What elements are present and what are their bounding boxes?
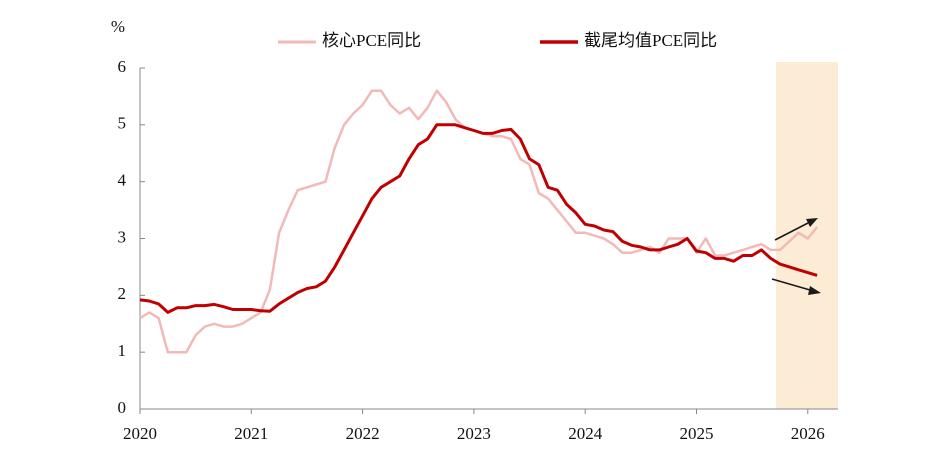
x-tick-label: 2025 (680, 424, 714, 443)
forecast-shade (776, 62, 838, 409)
y-axis-unit: % (111, 17, 125, 36)
arrow-up (774, 218, 818, 241)
series-line (139, 89, 819, 354)
x-tick-label: 2024 (568, 424, 603, 443)
legend-label: 核心PCE同比 (322, 31, 421, 50)
legend-label: 截尾均值PCE同比 (584, 31, 717, 50)
y-tick-label: 5 (118, 114, 127, 133)
x-tick-label: 2023 (457, 424, 491, 443)
y-tick-label: 2 (118, 284, 127, 303)
x-tick-label: 2020 (123, 424, 157, 443)
x-tick-label: 2022 (346, 424, 380, 443)
y-tick-label: 0 (118, 398, 127, 417)
x-tick-label: 2021 (234, 424, 268, 443)
y-tick-label: 3 (118, 227, 127, 246)
arrow-down (771, 278, 821, 295)
y-tick-label: 1 (118, 341, 127, 360)
series-line (139, 123, 818, 314)
x-tick-label: 2026 (791, 424, 825, 443)
y-tick-label: 4 (118, 171, 127, 190)
y-tick-label: 6 (118, 57, 127, 76)
